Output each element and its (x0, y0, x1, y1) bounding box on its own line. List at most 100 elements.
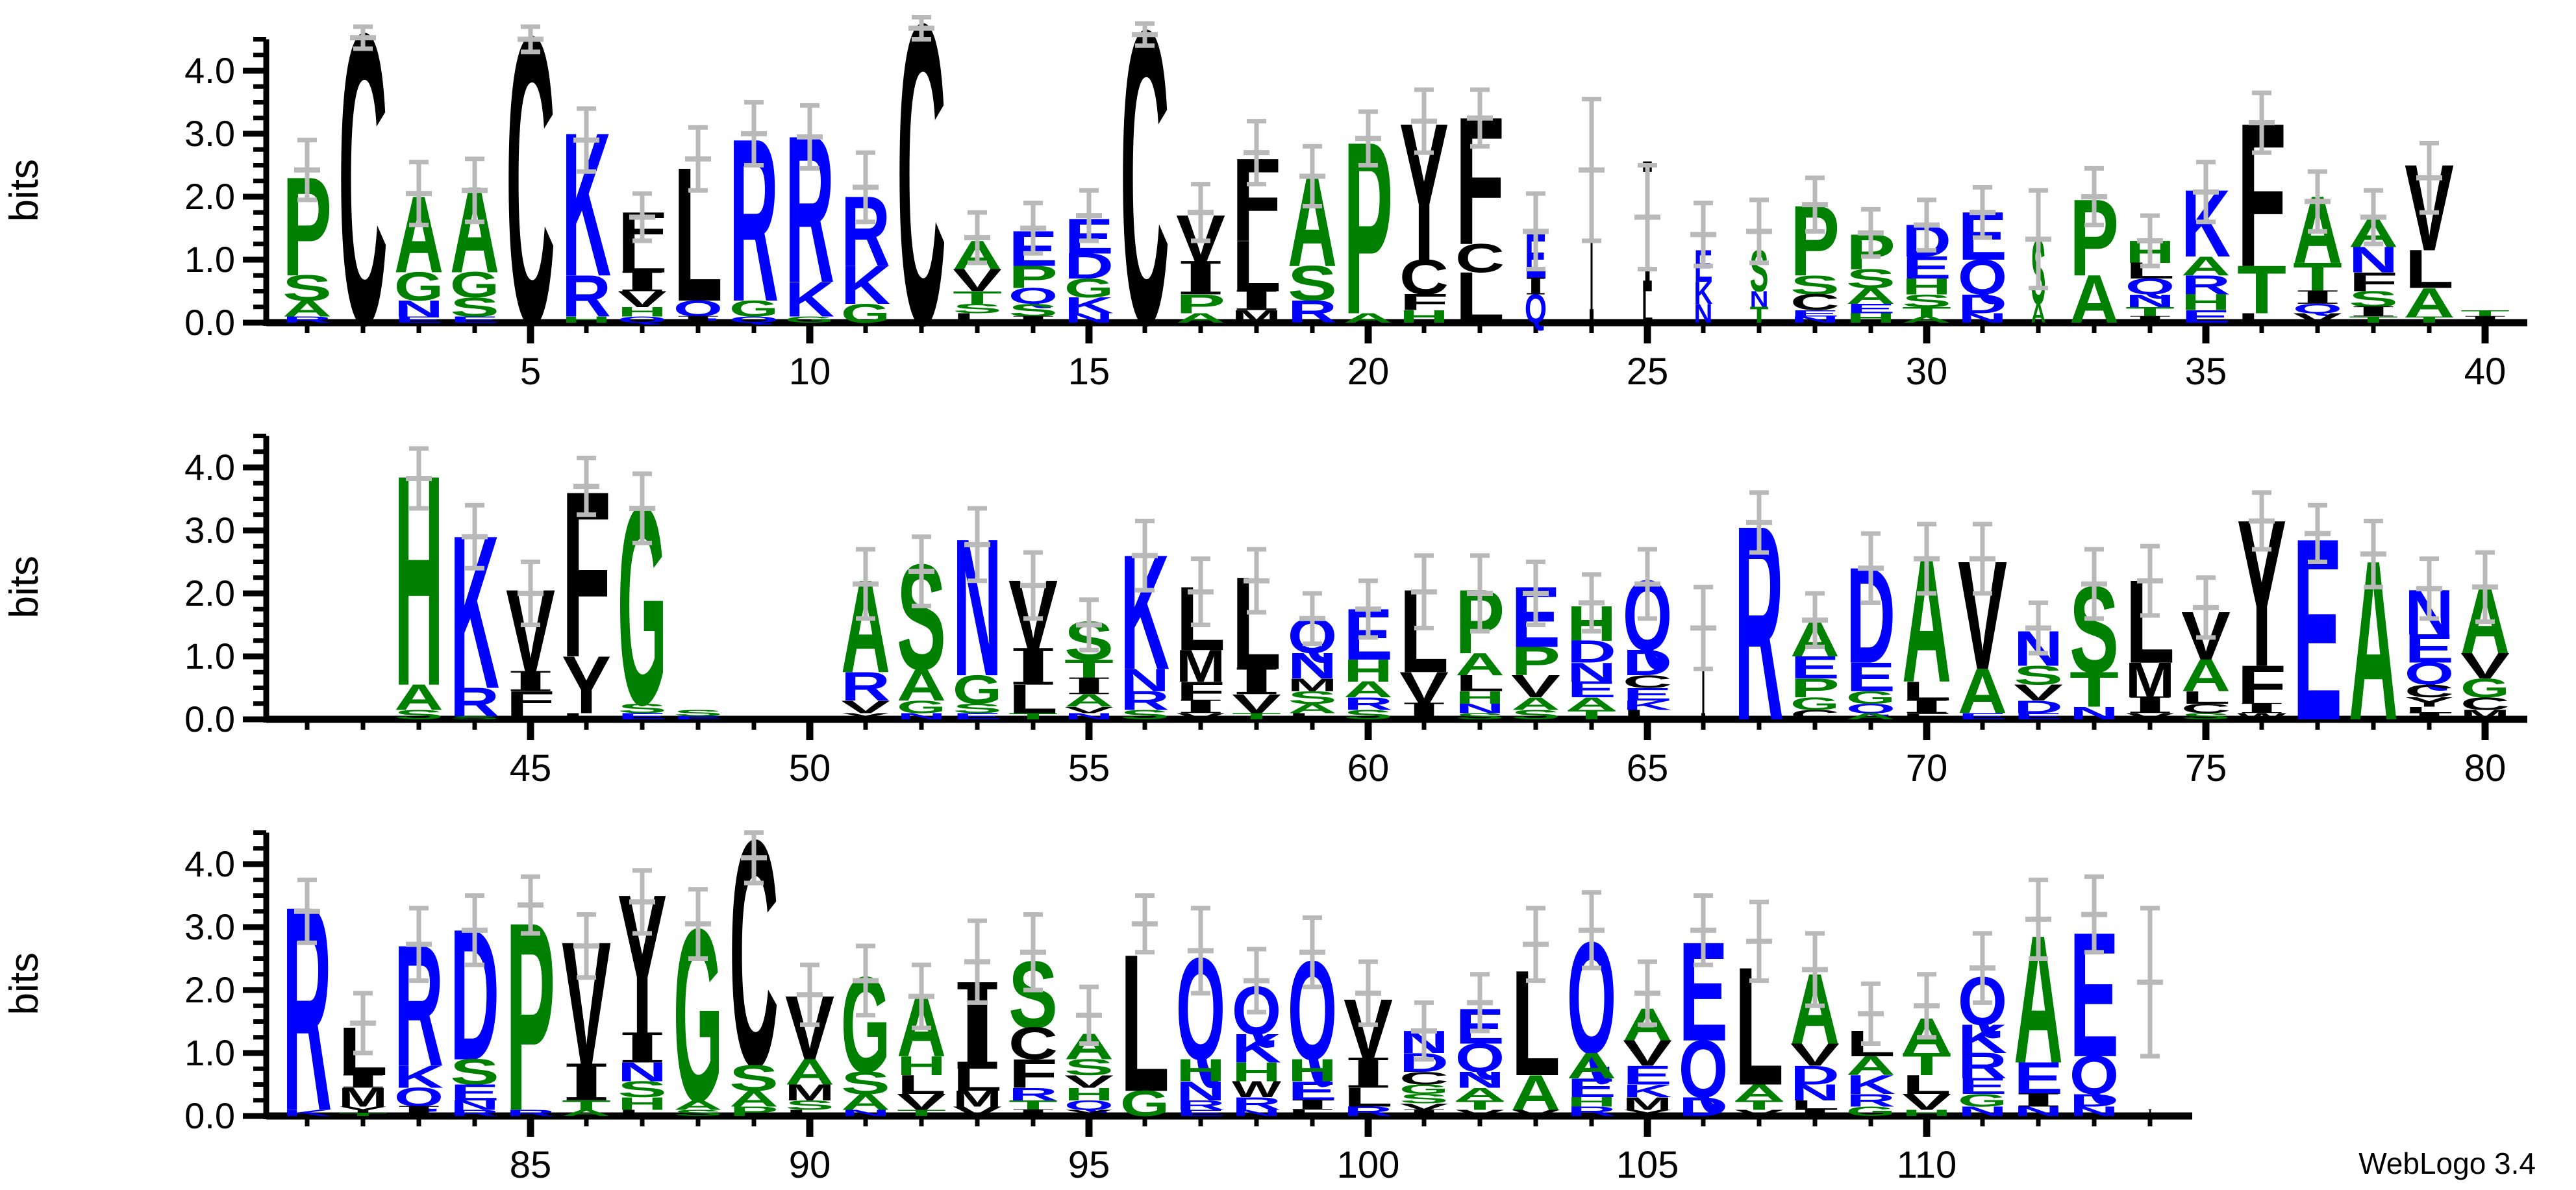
logo-letter-S-pos-44: S (450, 715, 499, 721)
logo-letter-P-pos-63: P (1511, 638, 1560, 684)
logo-letter-A-pos-60: A (1344, 676, 1393, 702)
logo-letter-I-pos-74: I (2125, 691, 2175, 718)
logo-letter-M-pos-90: M (785, 1080, 834, 1105)
logo-letter-T-pos-55: T (1064, 654, 1114, 685)
logo-letter-C-pos-16: C (1120, 0, 1169, 397)
logo-letter-Q-pos-23: Q (1525, 286, 1547, 332)
logo-letter-G-pos-15: G (1064, 273, 1114, 304)
logo-letter-K-pos-111: K (1958, 1016, 2007, 1062)
logo-letter-C-pos-68: C (1790, 707, 1840, 722)
logo-letter-A-pos-33: A (2070, 261, 2119, 338)
logo-letter-E-pos-65: E (1623, 684, 1672, 704)
logo-letter-N-pos-56: N (1120, 662, 1169, 698)
logo-letter-F-pos-94: F (1008, 1050, 1058, 1097)
logo-letter-G-pos-4: G (450, 265, 499, 305)
logo-letter-R-pos-100: R (1344, 1104, 1393, 1119)
logo-letter-L-pos-18: L (1232, 225, 1281, 307)
logo-letter-S-pos-63: S (1511, 707, 1560, 722)
y-tick-label: 2.0 (184, 969, 235, 1010)
logo-row-svg-3: 0.01.02.03.04.0bits859095100105110RKLIMY… (2, 773, 2192, 1186)
logo-letter-R-pos-98: R (1232, 1093, 1281, 1113)
logo-letter-P-pos-68: P (1790, 673, 1840, 704)
logo-letter-N-pos-15: N (1064, 310, 1114, 325)
logo-letter-T-pos-64: T (1567, 707, 1616, 722)
logo-letter-N-pos-34: N (2125, 290, 2175, 310)
logo-letter-T-pos-30: T (1902, 304, 1951, 319)
logo-letter-H-pos-110: H (1902, 1108, 1951, 1118)
logo-letter-V-pos-58: V (1232, 689, 1281, 719)
logo-letter-A-pos-43: A (394, 678, 444, 718)
logo-letter-I-pos-101: I (1399, 1108, 1449, 1119)
logo-letter-T-pos-37: T (2293, 254, 2342, 300)
logo-letter-C-pos-101: C (1399, 1068, 1449, 1088)
logo-letter-N-pos-111: N (1958, 1104, 2007, 1119)
logo-letter-S-pos-75: S (2181, 711, 2231, 721)
logo-letter-H-pos-35: H (2181, 290, 2231, 315)
logo-letter-G-pos-96: G (1120, 1084, 1169, 1124)
logo-letter-A-pos-62: A (1455, 647, 1505, 682)
logo-letter-K-pos-26: K (1694, 275, 1713, 311)
logo-letter-R-pos-35: R (2181, 270, 2231, 301)
logo-letter-S-pos-60: S (1344, 707, 1393, 722)
logo-letter-I-pos-82: I (338, 1071, 388, 1092)
logo-letter-E-pos-3: E (394, 314, 444, 325)
logo-letter-L-pos-25: L (1642, 282, 1653, 332)
y-tick-label: 3.0 (184, 906, 235, 947)
logo-letter-A-pos-32: A (2031, 299, 2046, 329)
logo-letter-F-pos-38: F (2349, 267, 2398, 297)
logo-letter-N-pos-113: N (2070, 1104, 2119, 1119)
logo-letter-I-pos-17: I (1176, 252, 1225, 305)
logo-letter-Y-pos-51: Y (841, 711, 890, 721)
logo-letter-R-pos-1: R (282, 314, 332, 325)
logo-letter-N-pos-112: N (2014, 1104, 2063, 1119)
logo-letter-I-pos-114: I (2148, 1108, 2152, 1119)
logo-letter-S-pos-89: S (729, 1058, 779, 1098)
logo-letter-A-pos-64: A (1567, 693, 1616, 713)
x-tick-label: 25 (1627, 351, 1669, 393)
logo-letter-L-pos-92: L (897, 1070, 946, 1100)
logo-letter-Y-pos-46: Y (562, 639, 611, 731)
logo-letter-N-pos-98: N (1232, 1108, 1281, 1118)
logo-letter-E-pos-105: E (1623, 1060, 1672, 1091)
logo-letter-H-pos-99: H (1288, 1052, 1337, 1088)
logo-letter-D-pos-72: D (2014, 697, 2063, 717)
logo-letter-F-pos-57: F (1176, 676, 1225, 707)
logo-letter-R-pos-51: R (841, 663, 890, 709)
logo-letter-H-pos-92: H (897, 1051, 946, 1082)
y-tick-label: 2.0 (184, 573, 235, 614)
logo-letter-T-pos-40: T (2460, 308, 2510, 319)
logo-letter-R-pos-56: R (1120, 686, 1169, 716)
logo-letter-T-pos-13: T (953, 288, 1002, 308)
logo-letter-H-pos-62: H (1455, 687, 1505, 707)
logo-letter-A-pos-30: A (1902, 314, 1951, 325)
y-tick-label: 2.0 (184, 176, 235, 217)
logo-letter-V-pos-80: V (2460, 646, 2510, 686)
logo-letter-V-pos-37: V (2293, 310, 2342, 325)
logo-letter-S-pos-13: S (953, 301, 1002, 316)
logo-letter-L-pos-46: L (562, 711, 611, 721)
logo-letter-G-pos-80: G (2460, 673, 2510, 704)
logo-letter-V-pos-7: V (618, 286, 667, 312)
logo-letter-C-pos-75: C (2181, 701, 2231, 716)
logo-letter-I-pos-76: I (2237, 700, 2286, 717)
logo-letter-I-pos-45: I (506, 665, 555, 697)
logo-letter-N-pos-102: N (1455, 1067, 1505, 1092)
logo-letter-R-pos-85: R (506, 1108, 555, 1118)
y-tick-label: 4.0 (184, 447, 235, 488)
logo-letter-V-pos-13: V (953, 262, 1003, 298)
logo-letter-H-pos-30: H (1902, 273, 1951, 299)
logo-letter-Q-pos-79: Q (2405, 656, 2454, 691)
logo-letter-V-pos-101: V (1399, 1102, 1449, 1112)
logo-letter-I-pos-23: I (1525, 273, 1547, 300)
logo-letter-A-pos-103: A (1511, 1064, 1560, 1121)
logo-letter-S-pos-47: S (618, 701, 667, 716)
y-axis-title: bits (2, 159, 47, 221)
logo-letter-S-pos-19: S (1288, 255, 1337, 312)
logo-letter-S-pos-53: S (953, 701, 1002, 716)
logo-letter-N-pos-108: N (1790, 1080, 1840, 1105)
logo-letter-E-pos-71: E (1958, 711, 2007, 721)
logo-letter-L-pos-110: L (1902, 1070, 1951, 1100)
logo-letter-S-pos-84: S (450, 1052, 499, 1093)
logo-letter-T-pos-86: T (562, 1098, 611, 1113)
